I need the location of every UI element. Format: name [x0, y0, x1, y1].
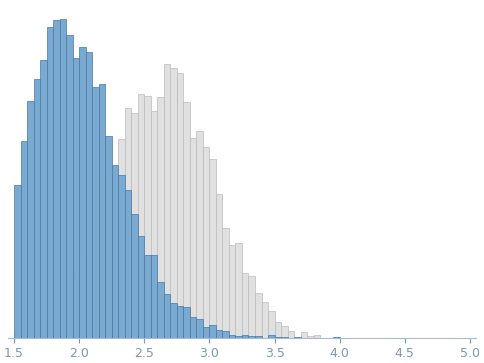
- Bar: [53, 20, 60, 338]
- Bar: [274, 337, 281, 338]
- Bar: [73, 275, 79, 338]
- Bar: [268, 311, 274, 338]
- Bar: [144, 95, 151, 338]
- Bar: [333, 337, 340, 338]
- Bar: [281, 337, 287, 338]
- Bar: [20, 331, 27, 338]
- Bar: [190, 317, 197, 338]
- Bar: [46, 27, 53, 338]
- Bar: [151, 111, 157, 338]
- Bar: [248, 276, 255, 338]
- Bar: [105, 176, 112, 338]
- Bar: [66, 292, 73, 338]
- Bar: [86, 261, 92, 338]
- Bar: [92, 87, 99, 338]
- Bar: [138, 236, 144, 338]
- Bar: [242, 335, 248, 338]
- Bar: [261, 302, 268, 338]
- Bar: [223, 331, 229, 338]
- Bar: [40, 331, 46, 338]
- Bar: [138, 94, 144, 338]
- Bar: [27, 102, 33, 338]
- Bar: [27, 329, 33, 338]
- Bar: [203, 147, 210, 338]
- Bar: [14, 330, 20, 338]
- Bar: [255, 336, 261, 338]
- Bar: [210, 159, 216, 338]
- Bar: [255, 293, 261, 338]
- Bar: [79, 47, 86, 338]
- Bar: [170, 303, 177, 338]
- Bar: [53, 307, 60, 338]
- Bar: [60, 19, 66, 338]
- Bar: [170, 68, 177, 338]
- Bar: [99, 204, 105, 338]
- Bar: [118, 175, 125, 338]
- Bar: [125, 191, 131, 338]
- Bar: [307, 336, 314, 338]
- Bar: [294, 337, 301, 338]
- Bar: [79, 276, 86, 338]
- Bar: [197, 319, 203, 338]
- Bar: [131, 215, 138, 338]
- Bar: [164, 294, 170, 338]
- Bar: [73, 58, 79, 338]
- Bar: [287, 331, 294, 338]
- Bar: [144, 255, 151, 338]
- Bar: [60, 299, 66, 338]
- Bar: [183, 307, 190, 338]
- Bar: [164, 64, 170, 338]
- Bar: [190, 138, 197, 338]
- Bar: [223, 228, 229, 338]
- Bar: [33, 79, 40, 338]
- Bar: [112, 186, 118, 338]
- Bar: [125, 109, 131, 338]
- Bar: [99, 84, 105, 338]
- Bar: [314, 335, 320, 338]
- Bar: [157, 282, 164, 338]
- Bar: [151, 255, 157, 338]
- Bar: [86, 52, 92, 338]
- Bar: [235, 336, 242, 338]
- Bar: [235, 243, 242, 338]
- Bar: [203, 327, 210, 338]
- Bar: [66, 35, 73, 338]
- Bar: [118, 139, 125, 338]
- Bar: [46, 317, 53, 338]
- Bar: [40, 60, 46, 338]
- Bar: [177, 73, 183, 338]
- Bar: [14, 185, 20, 338]
- Bar: [281, 326, 287, 338]
- Bar: [177, 306, 183, 338]
- Bar: [197, 131, 203, 338]
- Bar: [274, 322, 281, 338]
- Bar: [112, 165, 118, 338]
- Bar: [242, 273, 248, 338]
- Bar: [216, 193, 223, 338]
- Bar: [157, 97, 164, 338]
- Bar: [229, 335, 235, 338]
- Bar: [105, 136, 112, 338]
- Bar: [33, 321, 40, 338]
- Bar: [301, 333, 307, 338]
- Bar: [92, 217, 99, 338]
- Bar: [229, 245, 235, 338]
- Bar: [248, 336, 255, 338]
- Bar: [210, 325, 216, 338]
- Bar: [20, 141, 27, 338]
- Bar: [183, 102, 190, 338]
- Bar: [216, 330, 223, 338]
- Bar: [131, 114, 138, 338]
- Bar: [268, 335, 274, 338]
